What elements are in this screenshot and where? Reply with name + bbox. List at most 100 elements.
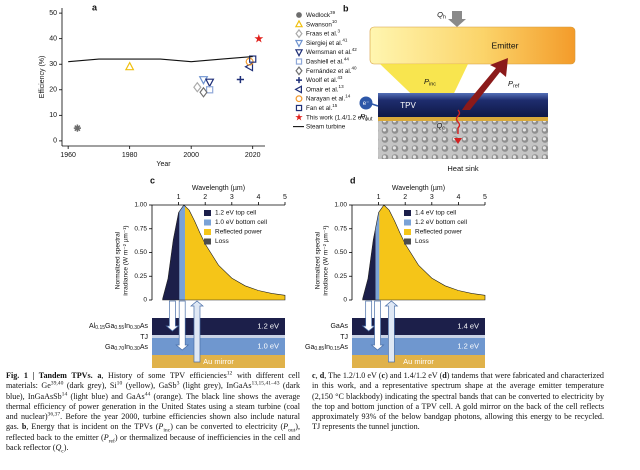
legend-label: Fan et al.15 — [306, 103, 338, 112]
legend-marker — [295, 28, 303, 39]
text-run: Siergiej et al. — [306, 40, 343, 47]
mirror-label: Au mirror — [403, 357, 434, 366]
incident-label: Pinc — [424, 77, 436, 88]
photon-arrow — [190, 300, 204, 363]
caption-run: ), reflected back to the emitter ( — [6, 422, 300, 442]
legend-swatch — [404, 238, 411, 245]
y-tick-label: 50 — [49, 10, 57, 17]
text-run: 0.30 — [130, 325, 140, 331]
top-cell-material: GaAs — [330, 323, 348, 330]
caption-run: (yellow), GaSb — [122, 381, 177, 391]
caption-run: , The 1.2/1.0 eV ( — [324, 371, 382, 380]
legend-swatch — [204, 219, 211, 226]
tpv-label: TPV — [400, 101, 416, 110]
caption-run: ) and 1.4/1.2 eV ( — [385, 371, 443, 380]
y-axis-label: irradiance (W m⁻² µm⁻¹) — [123, 225, 130, 295]
text-run: Al — [89, 323, 96, 330]
legend-label: Swanson10 — [306, 19, 337, 28]
caption-run: (light grey), InGaAs — [179, 381, 252, 391]
text-run: P — [508, 79, 513, 88]
text-run: 41 — [342, 38, 348, 43]
text-run: As — [140, 344, 149, 351]
bottom-cell-energy: 1.0 eV — [257, 341, 279, 350]
caption-left: Fig. 1 | Tandem TPVs. a, History of some… — [6, 371, 300, 455]
x-axis-label: Wavelength (µm) — [192, 185, 245, 192]
y-tick-label: 0 — [143, 297, 147, 304]
text-run: 40 — [352, 66, 358, 71]
gold-layer — [378, 117, 548, 121]
spectrum-band — [184, 206, 285, 300]
caption-run: 10 — [116, 380, 123, 387]
legend-swatch — [204, 238, 211, 245]
legend-marker — [295, 95, 303, 103]
x-tick-label: 2000 — [183, 152, 199, 159]
x-tick-label: 4 — [456, 194, 460, 201]
y-tick-label: 0 — [53, 138, 57, 145]
y-tick-label: 0 — [343, 297, 347, 304]
text-run: GaAs — [330, 323, 348, 330]
legend-marker — [294, 49, 304, 57]
bottom-cell-energy: 1.2 eV — [457, 341, 479, 350]
tunnel-junction-label: TJ — [340, 334, 348, 341]
x-tick-label: 3 — [230, 194, 234, 201]
legend-marker — [294, 85, 302, 94]
y-tick-label: 20 — [49, 87, 57, 94]
photon-arrow — [361, 300, 376, 332]
legend-label: Wernsman et al.42 — [306, 47, 357, 56]
reflected-arrow — [462, 58, 508, 110]
y-tick-label: 0.25 — [334, 273, 347, 280]
y-tick-label: 30 — [49, 61, 57, 68]
y-tick-label: 40 — [49, 36, 57, 43]
text-run: out — [365, 117, 373, 123]
legend-label: Omair et al.13 — [306, 84, 344, 93]
y-tick-label: 0.50 — [134, 249, 147, 256]
text-run: c — [442, 126, 445, 132]
y-tick-label: 1.00 — [134, 202, 147, 209]
legend-label: Woolf et al.43 — [306, 75, 343, 84]
top-cell-energy: 1.4 eV — [457, 321, 479, 330]
electron-label: e⁻ — [363, 101, 370, 107]
line — [68, 56, 253, 63]
text-run: 10 — [332, 19, 338, 24]
y-tick-label: 0.25 — [134, 273, 147, 280]
tpv — [378, 93, 548, 117]
panel-label: a — [92, 2, 98, 12]
y-tick-label: 10 — [49, 112, 57, 119]
x-tick-label: 4 — [256, 194, 260, 201]
legend-label: Fraas et al.3 — [306, 29, 341, 38]
legend-swatch — [204, 210, 211, 216]
heat-sink-label: Heat sink — [447, 164, 479, 173]
legend-marker — [294, 39, 304, 48]
legend-marker — [295, 104, 303, 112]
legend-marker — [296, 77, 302, 84]
thermal-arrow — [455, 109, 461, 134]
text-run: 14 — [345, 94, 351, 99]
caption-run: ) tandems that were fabricated and chara… — [312, 371, 604, 432]
caption-run: ) can be converted to electricity ( — [170, 422, 284, 432]
spectrum-band — [362, 227, 376, 300]
caption-run: inc — [163, 428, 171, 435]
output-label: Pout — [360, 112, 373, 123]
photon-arrow — [370, 300, 385, 351]
legend-label: Wedlock39 — [306, 10, 336, 19]
marker — [198, 76, 209, 85]
spectrum-band — [379, 205, 485, 300]
caption-run: ) or thermalized because of inefficienci… — [6, 432, 300, 453]
caption-run: (dark grey), Si — [63, 381, 117, 391]
output-arrow — [371, 103, 379, 107]
text-run: 39 — [330, 10, 336, 15]
top-cell-material: Al0.15Ga0.55In0.30As — [89, 323, 148, 332]
legend-label: This work (1.4/1.2 eV) — [306, 114, 368, 121]
caption-run: P — [103, 432, 109, 442]
marker — [249, 55, 257, 63]
x-tick-label: 1 — [377, 194, 381, 201]
marker — [73, 124, 81, 132]
thermal-arrowhead — [454, 138, 462, 144]
y-axis-label: Efficiency (%) — [39, 56, 46, 99]
caption-run: (orange). The black line shows the avera… — [6, 391, 300, 422]
legend-label: Siergiej et al.41 — [306, 38, 348, 47]
x-tick-label: 1 — [177, 194, 181, 201]
text-run: Omair et al. — [306, 86, 339, 93]
legend-label: Reflected power — [415, 229, 463, 236]
